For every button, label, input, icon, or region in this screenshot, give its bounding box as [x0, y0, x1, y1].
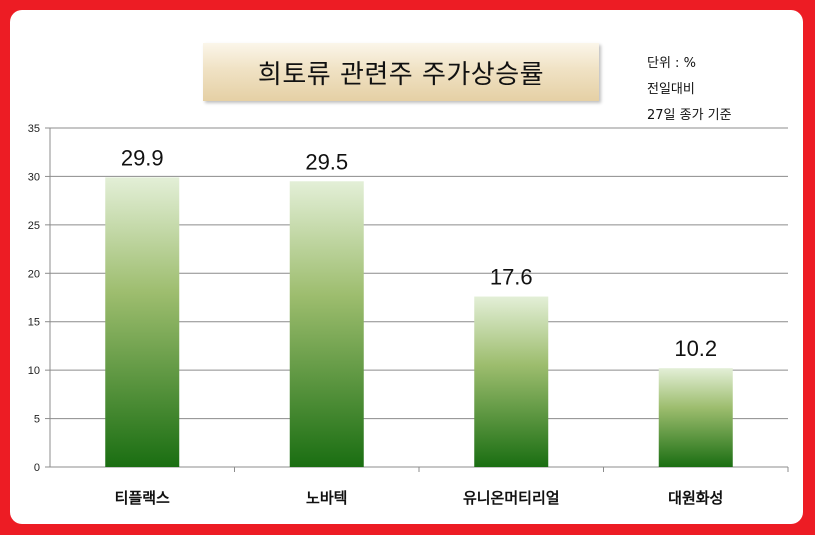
y-tick-label: 15: [28, 317, 40, 329]
data-label-2: 29.5: [305, 149, 348, 174]
data-label-1: 29.9: [121, 145, 164, 170]
y-tick-label: 20: [28, 268, 40, 280]
chart-title: 희토류 관련주 주가상승률: [257, 59, 545, 90]
basis-note: 27일 종가 기준: [647, 108, 732, 123]
x-category-label-4: 대원화성: [668, 489, 723, 507]
bar-1: [105, 177, 180, 467]
y-tick-label: 25: [28, 220, 40, 232]
x-category-label-1: 티플랙스: [115, 489, 170, 507]
y-tick-label: 30: [28, 171, 40, 183]
y-tick-label: 5: [34, 414, 40, 426]
y-tick-label: 35: [28, 123, 40, 135]
data-label-3: 17.6: [490, 265, 533, 290]
comparison-note: 전일대비: [647, 82, 695, 97]
x-category-label-3: 유니온머티리얼: [463, 489, 560, 507]
bar-2: [289, 181, 364, 467]
x-category-label-2: 노바텍: [306, 489, 347, 507]
y-tick-label: 0: [34, 462, 40, 474]
chart-title-box: 희토류 관련주 주가상승률: [203, 43, 599, 101]
bar-3: [474, 296, 549, 467]
bar-4: [658, 368, 733, 467]
y-tick-label: 10: [28, 365, 40, 377]
data-label-4: 10.2: [674, 336, 717, 361]
unit-note: 단위 : %: [647, 56, 696, 71]
